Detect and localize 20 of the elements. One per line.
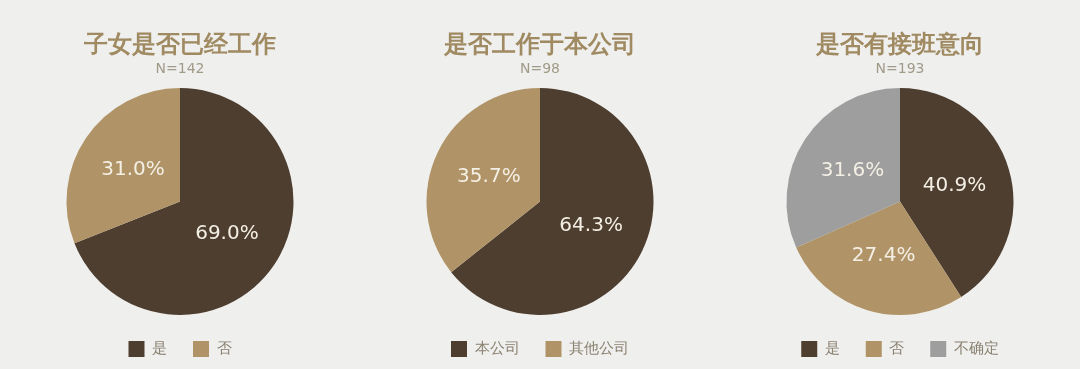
data-label: 35.7% <box>457 163 521 188</box>
chart-subtitle: N=98 <box>519 60 561 78</box>
data-label: 31.6% <box>820 156 885 181</box>
chart-title: 是否有接班意向 <box>815 29 985 60</box>
legend-label: 本公司 <box>474 338 520 357</box>
legend-label: 否 <box>216 338 232 357</box>
data-label: 69.0% <box>195 219 259 244</box>
data-label: 64.3% <box>559 212 623 237</box>
legend-label: 否 <box>889 338 905 357</box>
chart-title: 子女是否已经工作 <box>83 29 277 60</box>
legend-label: 其他公司 <box>569 338 629 357</box>
data-label: 27.4% <box>851 242 916 267</box>
legend-label: 是 <box>152 338 167 357</box>
legend-label: 不确定 <box>953 338 999 357</box>
legend-label: 是 <box>824 338 840 357</box>
chart-subtitle: N=193 <box>874 60 926 78</box>
chart-subtitle: N=142 <box>154 60 206 78</box>
data-label: 31.0% <box>101 155 165 180</box>
data-label: 40.9% <box>922 171 987 196</box>
chart-title: 是否工作于本公司 <box>443 29 637 60</box>
